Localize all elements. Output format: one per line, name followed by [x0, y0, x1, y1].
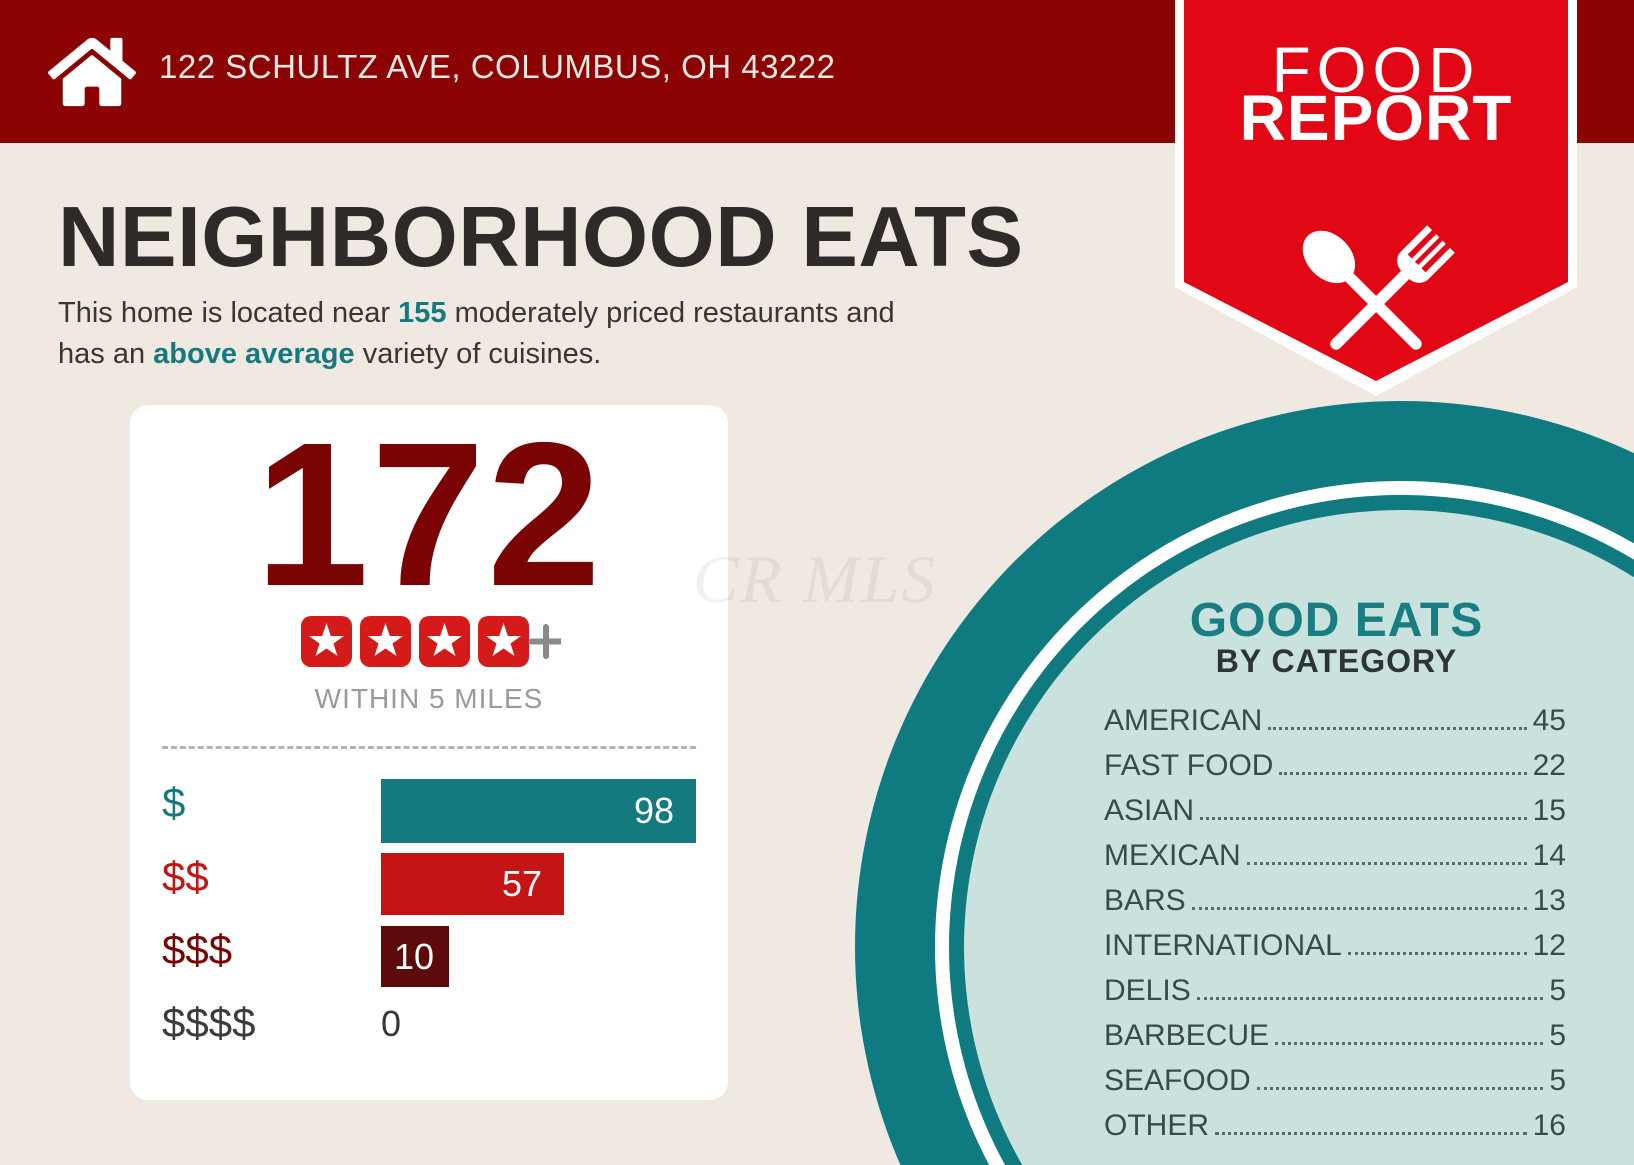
- svg-text:REPORT: REPORT: [1240, 82, 1513, 154]
